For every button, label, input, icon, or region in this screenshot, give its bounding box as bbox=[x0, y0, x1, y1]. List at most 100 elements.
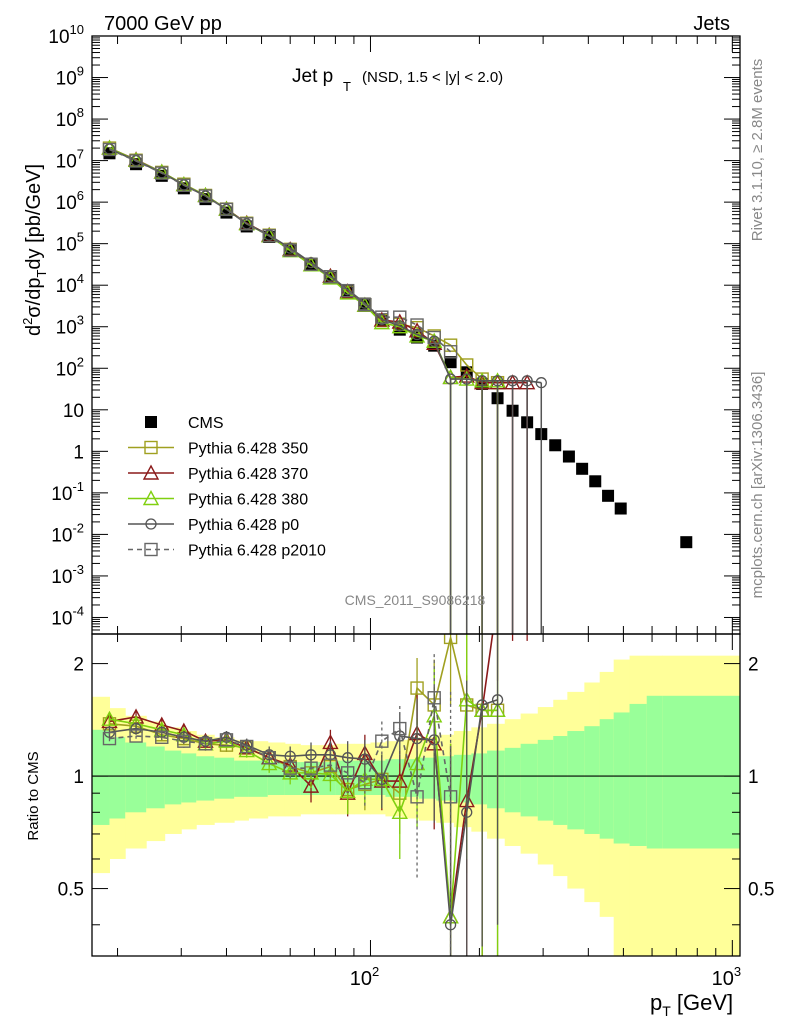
inner-band-bin bbox=[248, 760, 269, 797]
ratio-point bbox=[284, 750, 296, 762]
data-point bbox=[428, 335, 440, 347]
data-point bbox=[602, 489, 615, 502]
ratio-point bbox=[240, 739, 254, 754]
legend-label: Pythia 6.428 380 bbox=[188, 492, 308, 509]
inner-band-bin bbox=[164, 750, 182, 805]
series-line bbox=[109, 148, 542, 384]
y-tick-exponent: 3 bbox=[77, 313, 84, 328]
axes: 102 10310-410-310-210-1110102103104105106… bbox=[48, 22, 774, 990]
series-3 bbox=[101, 139, 506, 634]
inner-band-bin bbox=[125, 742, 147, 813]
ratio-y-tick-label-right: 2 bbox=[748, 655, 759, 676]
ratio-point bbox=[155, 730, 169, 744]
ratio-frame bbox=[91, 633, 741, 957]
ratio-point bbox=[376, 773, 388, 786]
series-2 bbox=[101, 139, 536, 634]
legend-label: Pythia 6.428 p0 bbox=[188, 517, 299, 534]
inner-band-bin bbox=[646, 695, 663, 849]
ratio-point bbox=[375, 734, 389, 748]
legend-label: Pythia 6.428 350 bbox=[188, 441, 308, 458]
data-point bbox=[521, 375, 533, 387]
y-tick-label: 102 bbox=[56, 354, 84, 380]
ratio-point bbox=[444, 919, 457, 931]
x-axis-label: pT [GeV] bbox=[650, 990, 733, 1019]
ratio-point bbox=[283, 761, 297, 775]
inner-band-bin bbox=[599, 719, 615, 839]
inner-band-bin bbox=[662, 695, 741, 849]
ratio-point bbox=[102, 731, 117, 746]
y-tick-label: 109 bbox=[56, 64, 84, 90]
ratio-series-line bbox=[109, 699, 498, 925]
main-panel-marks bbox=[101, 139, 693, 634]
data-point bbox=[304, 257, 318, 271]
inner-band-bin bbox=[487, 750, 506, 809]
data-point bbox=[262, 229, 276, 243]
panel-frames bbox=[91, 35, 741, 957]
legend-entry: Pythia 6.428 370 bbox=[128, 464, 308, 483]
data-point bbox=[680, 536, 693, 549]
ratio-point bbox=[410, 681, 424, 695]
inner-band-bin bbox=[109, 737, 126, 819]
ratio-point bbox=[359, 753, 371, 765]
y-axis-label-main: d2σ/dpTdy [pb/GeV] bbox=[20, 164, 49, 336]
legend-label: CMS bbox=[188, 415, 224, 432]
mcplots-label: mcplots.cern.ch [arXiv:1306.3436] bbox=[749, 372, 766, 599]
data-point bbox=[323, 270, 338, 284]
ratio-point bbox=[427, 691, 441, 705]
y-tick-exponent: 8 bbox=[77, 105, 84, 120]
data-point bbox=[576, 462, 589, 475]
y-tick-exponent: -2 bbox=[72, 520, 84, 535]
legend-entry: Pythia 6.428 p0 bbox=[128, 517, 299, 534]
inner-band-bin bbox=[471, 753, 488, 805]
ratio-point bbox=[101, 710, 118, 726]
title-sub: T bbox=[343, 79, 351, 94]
inner-band-bin bbox=[92, 729, 110, 825]
y-tick-label: 108 bbox=[56, 105, 84, 131]
data-point bbox=[549, 439, 562, 452]
ratio-point bbox=[476, 699, 488, 711]
ratio-panel-marks bbox=[101, 634, 528, 956]
inner-band-bin bbox=[520, 743, 539, 817]
analysis-watermark: CMS_2011_S9086218 bbox=[345, 592, 486, 608]
data-point bbox=[199, 190, 212, 202]
ratio-point bbox=[340, 766, 355, 780]
ratio-point bbox=[491, 694, 504, 706]
legend-marker bbox=[145, 518, 157, 530]
ratio-point bbox=[391, 803, 408, 819]
title-main: Jet p bbox=[292, 66, 333, 87]
ratio-point bbox=[130, 722, 142, 735]
legend-label: Pythia 6.428 p2010 bbox=[188, 543, 326, 560]
legend-entry: CMS bbox=[145, 415, 224, 432]
ratio-point bbox=[129, 729, 143, 743]
y-axis-label-ratio: Ratio to CMS bbox=[25, 751, 42, 840]
y-tick-exponent: 7 bbox=[77, 147, 84, 162]
legend-entry: Pythia 6.428 380 bbox=[128, 490, 308, 509]
y-tick-exponent: -1 bbox=[72, 479, 84, 494]
data-point bbox=[340, 283, 355, 298]
legend-marker bbox=[142, 464, 160, 480]
data-point bbox=[220, 203, 233, 216]
legend-entry: Pythia 6.428 350 bbox=[128, 441, 308, 458]
legend-marker bbox=[142, 490, 160, 506]
ratio-point bbox=[198, 737, 213, 751]
data-point bbox=[283, 243, 297, 257]
y-tick-label: 10 bbox=[63, 401, 84, 422]
ratio-y-tick-label: 0.5 bbox=[58, 880, 84, 901]
ratio-point bbox=[339, 782, 356, 799]
data-point bbox=[358, 297, 372, 312]
inner-band-bin bbox=[504, 747, 522, 813]
ratio-point bbox=[219, 733, 234, 747]
y-tick-exponent: 2 bbox=[77, 354, 84, 369]
y-tick-label: 104 bbox=[56, 271, 84, 297]
title-condition: (NSD, 1.5 < |y| < 2.0) bbox=[362, 69, 503, 86]
series-1 bbox=[102, 141, 505, 634]
y-tick-exponent: 10 bbox=[70, 22, 84, 37]
y-tick-exponent: -4 bbox=[72, 603, 84, 618]
ratio-point bbox=[262, 750, 276, 765]
inner-band-bin bbox=[214, 757, 235, 799]
y-tick-label: 10-4 bbox=[51, 603, 84, 629]
series-line bbox=[109, 148, 452, 353]
y-tick-exponent: 9 bbox=[77, 64, 84, 79]
rivet-label: Rivet 3.1.10, ≥ 2.8M events bbox=[749, 59, 766, 242]
data-point bbox=[155, 166, 169, 180]
